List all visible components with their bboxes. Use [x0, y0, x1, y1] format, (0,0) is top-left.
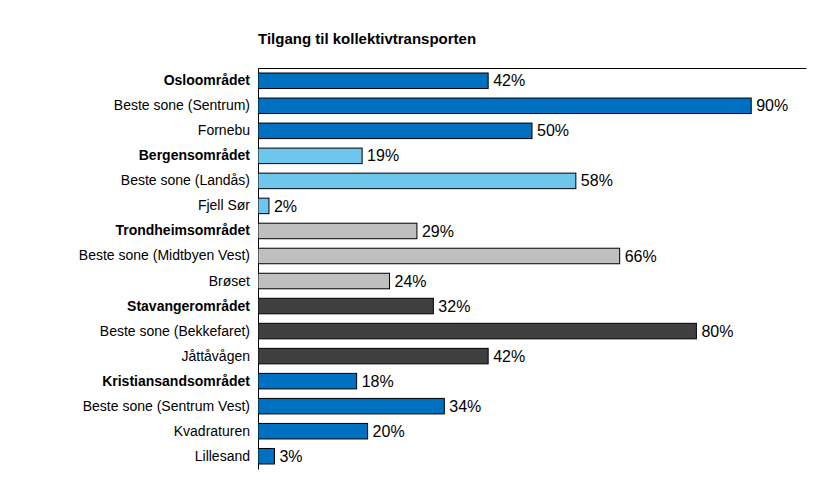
data-label: 90%: [756, 97, 788, 114]
y-tick-label: Beste sone (Bekkefaret): [100, 323, 250, 339]
chart-title: Tilgang til kollektivtransporten: [258, 30, 476, 47]
plot: Osloområdet Beste sone (Sentrum) Fornebu Be…: [79, 69, 807, 470]
x-axis-line: [259, 68, 807, 69]
bar: [258, 73, 488, 89]
y-tick-label: Lillesand: [195, 448, 250, 464]
data-label: 32%: [438, 298, 470, 315]
y-tick: Bergensområdet: [139, 147, 258, 163]
y-tick-label: Beste sone (Sentrum Vest): [83, 398, 250, 414]
chart: Tilgang til kollektivtransporten Osloområ…: [0, 0, 826, 485]
y-tick-label: Osloområdet: [164, 72, 251, 88]
data-label: 66%: [625, 248, 657, 265]
y-tick: Lillesand: [195, 448, 258, 464]
bars: [258, 73, 751, 464]
data-label: 20%: [373, 423, 405, 440]
bar: [258, 398, 444, 414]
x-axis: [259, 68, 807, 69]
y-tick: Beste sone (Sentrum): [114, 97, 258, 113]
bar: [258, 198, 269, 214]
data-label: 3%: [279, 448, 302, 465]
y-axis: Osloområdet Beste sone (Sentrum) Fornebu Be…: [79, 69, 259, 470]
bar: [258, 448, 274, 464]
y-tick: Beste sone (Sentrum Vest): [83, 398, 258, 414]
bar: [258, 298, 433, 314]
y-tick: Trondheimsområdet: [115, 222, 258, 238]
y-tick-label: Brøset: [209, 272, 250, 288]
data-label: 34%: [449, 398, 481, 415]
bar: [258, 273, 390, 289]
data-label: 42%: [493, 72, 525, 89]
bar: [258, 373, 357, 389]
data-label: 2%: [274, 198, 297, 215]
y-tick-label: Beste sone (Sentrum): [114, 97, 250, 113]
y-tick-label: Stavangerområdet: [127, 298, 250, 314]
y-tick-label: Kvadraturen: [174, 423, 250, 439]
y-tick-label: Beste sone (Midtbyen Vest): [79, 247, 250, 263]
y-tick: Kvadraturen: [174, 423, 258, 439]
data-labels: 42% 90% 50% 19% 58% 2% 29% 66% 24% 32% 80% 42% 18% 34…: [274, 72, 788, 464]
data-label: 29%: [422, 223, 454, 240]
y-tick-label: Fjell Sør: [198, 197, 250, 213]
bar: [258, 248, 620, 264]
y-tick: Beste sone (Bekkefaret): [100, 323, 258, 339]
data-label: 50%: [537, 122, 569, 139]
bar: [258, 173, 576, 189]
bar: [258, 148, 362, 164]
y-tick-label: Trondheimsområdet: [115, 222, 250, 238]
bar: [258, 423, 368, 439]
y-tick: Brøset: [209, 272, 258, 288]
y-tick: Beste sone (Landås): [121, 172, 258, 188]
bar: [258, 123, 532, 139]
y-tick: Jåttåvågen: [182, 348, 259, 364]
y-tick-label: Bergensområdet: [139, 147, 251, 163]
bar: [258, 348, 488, 364]
y-tick-label: Beste sone (Landås): [121, 172, 250, 188]
data-label: 80%: [701, 323, 733, 340]
y-tick-label: Fornebu: [198, 122, 250, 138]
bar: [258, 98, 751, 114]
data-label: 18%: [362, 373, 394, 390]
y-tick: Fjell Sør: [198, 197, 258, 213]
data-label: 42%: [493, 348, 525, 365]
y-tick-label: Jåttåvågen: [182, 348, 251, 364]
bar: [258, 323, 696, 339]
y-tick: Beste sone (Midtbyen Vest): [79, 247, 258, 263]
y-tick: Kristiansandsområdet: [102, 373, 258, 389]
data-label: 19%: [367, 147, 399, 164]
y-tick-label: Kristiansandsområdet: [102, 373, 250, 389]
data-label: 24%: [395, 273, 427, 290]
y-tick: Osloområdet: [164, 72, 258, 88]
bar: [258, 223, 417, 239]
y-tick: Stavangerområdet: [127, 298, 258, 314]
data-label: 58%: [581, 172, 613, 189]
y-tick: Fornebu: [198, 122, 258, 138]
